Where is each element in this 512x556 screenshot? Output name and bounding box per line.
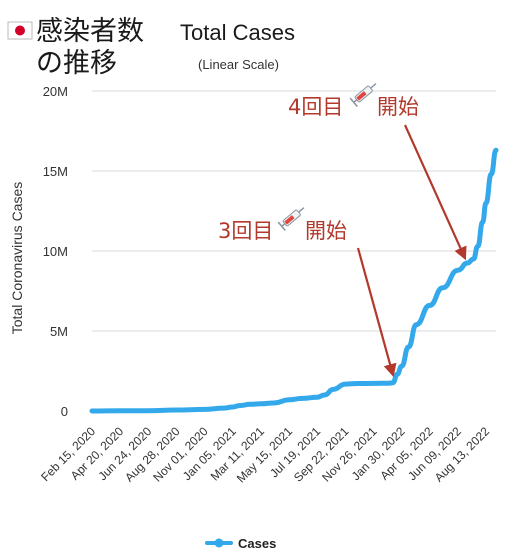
y-axis-label: Total Coronavirus Cases (9, 182, 25, 335)
annotation-4th-dose-text: 4回目 (288, 95, 343, 119)
legend-swatch-icon (205, 538, 233, 548)
flag-japan-icon (7, 21, 33, 40)
chart-subtitle: (Linear Scale) (198, 57, 279, 72)
annotation-3rd-dose-suffix: 開始 (305, 219, 347, 243)
y-tick-label: 20M (43, 84, 68, 99)
y-tick-label: 5M (50, 324, 68, 339)
y-tick-label: 0 (61, 404, 68, 419)
jp-title-line2: の推移 (36, 48, 117, 79)
chart-title: Total Cases (180, 20, 295, 45)
annotation-3rd-dose-arrow (356, 247, 397, 378)
annotation-4th-dose-suffix: 開始 (377, 95, 419, 119)
series-line-cases (89, 147, 499, 414)
annotation-3rd-dose-text: 3回目 (218, 219, 273, 243)
legend: Cases (205, 536, 276, 551)
grid (92, 90, 496, 332)
syringe-icon (277, 207, 305, 232)
y-axis-ticks: 0 5M 10M 15M 20M (43, 84, 68, 419)
annotation-4th-dose: 4回目 開始 (288, 83, 467, 261)
jp-title-line1: 感染者数 (36, 16, 144, 47)
y-tick-label: 15M (43, 164, 68, 179)
y-tick-label: 10M (43, 244, 68, 259)
syringe-icon (349, 83, 377, 108)
legend-label: Cases (238, 536, 276, 551)
series-cases (89, 147, 499, 414)
annotation-4th-dose-arrow (403, 124, 467, 261)
annotation-3rd-dose: 3回目 開始 (218, 207, 397, 378)
